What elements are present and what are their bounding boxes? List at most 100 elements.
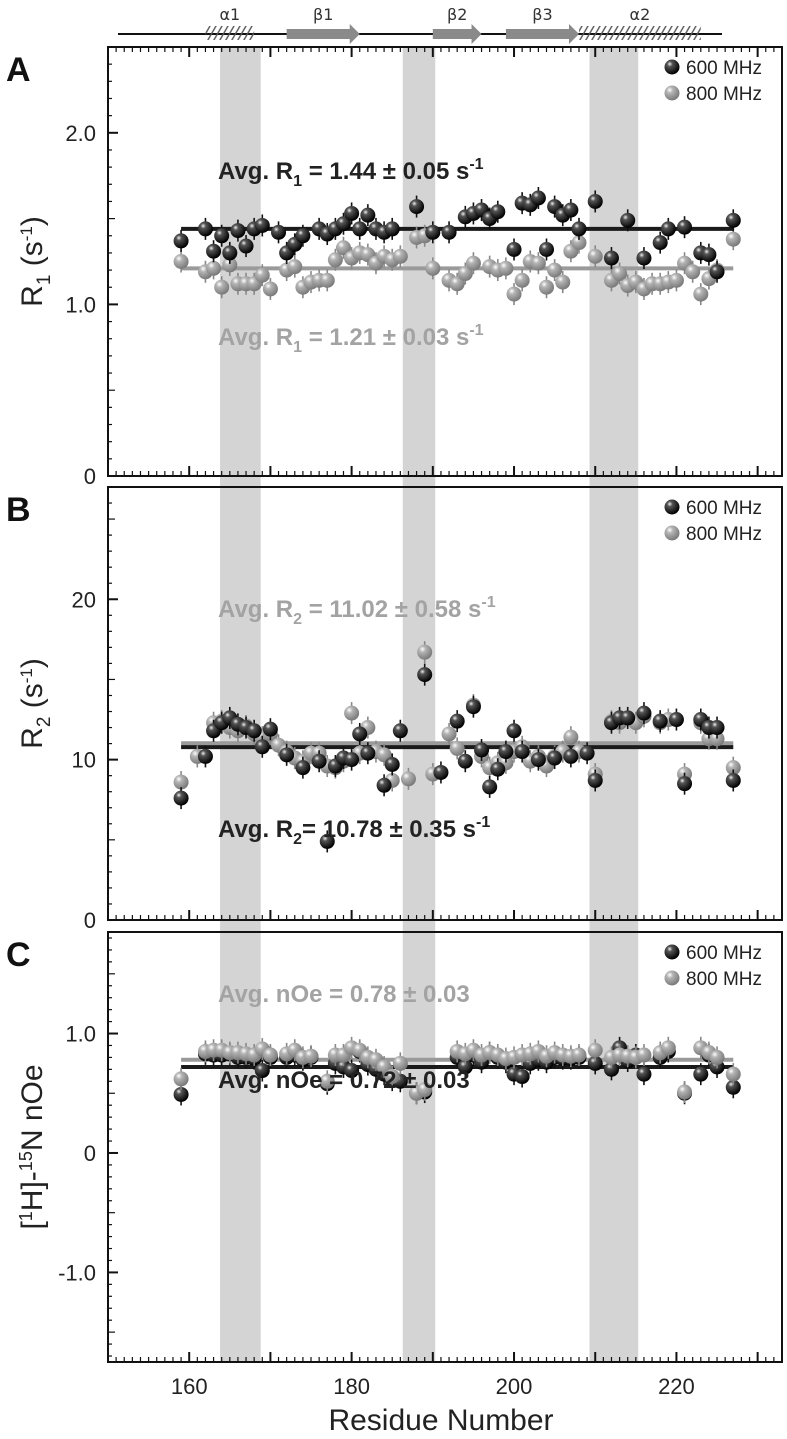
y-tick-label: 1.0 <box>65 292 96 317</box>
x-tick-label: 200 <box>496 1374 533 1399</box>
data-point <box>254 267 270 283</box>
data-point <box>335 240 351 256</box>
y-axis-title: [1H]-15N nOe <box>16 1064 49 1229</box>
panel-letter: C <box>6 936 31 974</box>
average-label: Avg. R1 = 1.21 ± 0.03 s-1 <box>218 322 484 356</box>
data-point <box>197 221 213 237</box>
panel-frame <box>107 931 783 1363</box>
data-point <box>636 1066 652 1082</box>
data-point <box>514 1069 530 1085</box>
data-point <box>547 750 563 766</box>
data-point <box>262 281 278 297</box>
data-point <box>425 260 441 276</box>
data-point <box>709 720 725 736</box>
series-800 <box>173 1036 741 1105</box>
data-point <box>409 199 425 215</box>
data-point <box>360 745 376 761</box>
data-point <box>417 1082 433 1098</box>
x-axis-title: Residue Number <box>328 1404 553 1437</box>
data-point <box>571 1047 587 1063</box>
data-point <box>701 247 717 263</box>
data-point <box>441 224 457 240</box>
data-point <box>571 235 587 251</box>
series-800 <box>173 224 741 306</box>
data-point <box>693 286 709 302</box>
ss-helix-1 <box>205 26 255 40</box>
data-point <box>709 1049 725 1065</box>
legend-label-600: 600 MHz <box>686 943 762 964</box>
data-point <box>547 262 563 278</box>
data-point <box>587 772 603 788</box>
data-point <box>344 752 360 768</box>
data-point <box>685 264 701 280</box>
data-point <box>498 260 514 276</box>
series-600 <box>173 187 741 283</box>
data-point <box>173 774 189 790</box>
data-point <box>725 760 741 776</box>
data-point <box>668 272 684 288</box>
data-point <box>603 250 619 266</box>
data-point <box>457 266 473 282</box>
data-point <box>620 212 636 228</box>
data-point <box>725 772 741 788</box>
legend: 600 MHz 800 MHz <box>664 58 762 105</box>
data-point <box>214 279 230 295</box>
x-tick-label: 220 <box>658 1374 695 1399</box>
data-point <box>530 190 546 206</box>
data-point <box>352 726 368 742</box>
data-point <box>384 1069 400 1085</box>
data-point <box>725 231 741 247</box>
data-point <box>392 248 408 264</box>
legend-label-800: 800 MHz <box>686 969 762 990</box>
ss-helix-5 <box>578 26 701 40</box>
data-point <box>392 723 408 739</box>
secondary-structure-track: α1 β1 β2 β3 α2 <box>118 5 722 44</box>
data-point <box>579 745 595 761</box>
data-point <box>279 747 295 763</box>
data-point <box>246 723 262 739</box>
data-point <box>384 221 400 237</box>
data-point <box>636 1047 652 1063</box>
data-point <box>636 705 652 721</box>
data-point <box>474 742 490 758</box>
data-point <box>506 723 522 739</box>
data-point <box>490 761 506 777</box>
data-point <box>173 790 189 806</box>
data-point <box>311 753 327 769</box>
data-point <box>530 752 546 768</box>
data-point <box>652 235 668 251</box>
average-label: Avg. R2 = 11.02 ± 0.58 s-1 <box>218 594 496 628</box>
y-tick-label: 0 <box>84 908 96 933</box>
y-tick-label: 2.0 <box>65 121 96 146</box>
data-point <box>344 1063 360 1079</box>
y-tick-label: 0 <box>84 1141 96 1166</box>
data-point <box>214 228 230 244</box>
data-point <box>417 644 433 660</box>
data-point <box>660 221 676 237</box>
data-point <box>587 1042 603 1058</box>
legend-marker-600 <box>664 944 680 960</box>
data-point <box>173 1071 189 1087</box>
data-point <box>376 777 392 793</box>
data-point <box>725 1066 741 1082</box>
data-point <box>498 744 514 760</box>
data-point <box>490 204 506 220</box>
data-point <box>563 729 579 745</box>
data-point <box>709 731 725 747</box>
legend-marker-600 <box>664 499 680 515</box>
panel-frame <box>107 486 783 921</box>
data-point <box>636 250 652 266</box>
data-point <box>482 779 498 795</box>
legend-label-600: 600 MHz <box>686 498 762 519</box>
data-point <box>693 1066 709 1082</box>
ss-label-2: β1 <box>313 5 333 24</box>
data-point <box>344 205 360 221</box>
data-point <box>335 216 351 232</box>
data-point <box>612 266 628 282</box>
data-point <box>677 219 693 235</box>
data-point <box>449 740 465 756</box>
data-point <box>587 248 603 264</box>
data-point <box>620 710 636 726</box>
data-point <box>555 274 571 290</box>
data-point <box>344 705 360 721</box>
